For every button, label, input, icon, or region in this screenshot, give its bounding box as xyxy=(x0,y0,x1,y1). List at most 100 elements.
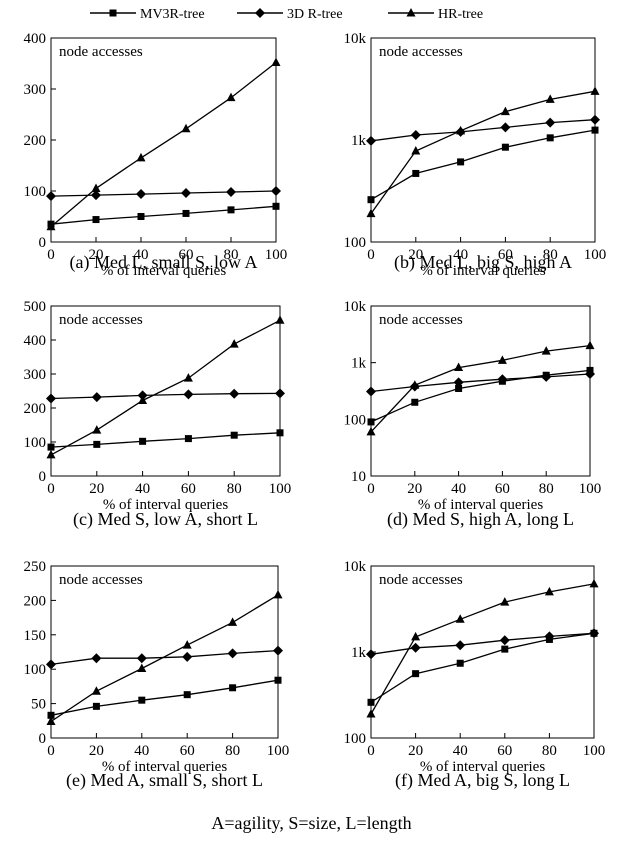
series-line-hr-tree xyxy=(370,583,595,715)
panel-inside-label: node accesses xyxy=(379,312,463,328)
x-tick-label: 80 xyxy=(227,481,242,497)
x-tick-label: 40 xyxy=(134,247,149,263)
legend-3d-r-tree-marker xyxy=(255,8,265,18)
data-point-hr-tree xyxy=(183,373,193,382)
data-point-hr-tree xyxy=(366,208,376,218)
y-tick-label: 200 xyxy=(24,401,47,417)
data-point-hr-tree xyxy=(410,380,420,389)
x-tick-label: 40 xyxy=(451,481,466,497)
panel-caption: (f) Med A, big S, long L xyxy=(395,770,570,791)
data-point-hr-tree xyxy=(226,92,236,102)
y-tick-label: 300 xyxy=(24,367,47,383)
data-point-3d-r-tree xyxy=(182,651,193,662)
series-line-3d-r-tree xyxy=(370,373,591,393)
data-point-3d-r-tree xyxy=(366,649,376,660)
data-point-3d-r-tree xyxy=(46,393,56,404)
data-point-hr-tree xyxy=(545,94,555,103)
x-tick-label: 80 xyxy=(542,743,557,759)
x-axis-title: % of interval queries xyxy=(102,759,228,775)
y-tick-label: 100 xyxy=(344,412,367,428)
data-point-3d-r-tree xyxy=(136,653,147,664)
data-point-3d-r-tree xyxy=(497,374,508,385)
x-axis-title: % of interval queries xyxy=(418,497,544,513)
panel-inside-label: node accesses xyxy=(379,44,463,60)
chart-c: 0 100 200 300 400 500 0 20 40 60 80 100 % of interva… xyxy=(24,299,292,530)
data-point-mv3r-tree xyxy=(139,437,147,445)
data-point-3d-r-tree xyxy=(541,371,552,382)
x-tick-label: 0 xyxy=(47,247,55,263)
data-point-3d-r-tree xyxy=(366,135,376,146)
chart-d: 10 100 1k 10k 0 20 40 60 80 100 % of interval quer… xyxy=(344,299,602,530)
x-tick-label: 60 xyxy=(498,247,513,263)
y-tick-label: 400 xyxy=(24,31,47,47)
data-point-3d-r-tree xyxy=(183,389,194,400)
data-point-mv3r-tree xyxy=(184,435,192,443)
data-point-mv3r-tree xyxy=(367,698,375,706)
data-point-mv3r-tree xyxy=(411,398,419,406)
series-line-hr-tree xyxy=(370,344,591,433)
series-line-mv3r-tree xyxy=(370,129,596,201)
figure-footer: A=agility, S=size, L=length xyxy=(211,813,411,833)
x-tick-label: 20 xyxy=(89,743,104,759)
series-line-mv3r-tree xyxy=(370,369,591,423)
x-tick-label: 0 xyxy=(367,247,375,263)
data-point-mv3r-tree xyxy=(229,684,237,692)
data-point-hr-tree xyxy=(590,86,600,95)
panel-caption: (b) Med L, big S, high A xyxy=(394,252,572,273)
data-point-mv3r-tree xyxy=(501,645,509,653)
x-tick-label: 100 xyxy=(267,743,290,759)
chart-e: 0 50 100 150 200 250 0 20 40 60 80 100 % of interval… xyxy=(24,559,290,791)
y-tick-label: 0 xyxy=(39,235,47,251)
series-line-3d-r-tree xyxy=(370,632,595,655)
plot-frame-e xyxy=(50,565,279,739)
x-tick-label: 60 xyxy=(495,481,510,497)
x-tick-label: 60 xyxy=(179,247,194,263)
data-point-hr-tree xyxy=(228,617,238,626)
data-point-hr-tree xyxy=(366,426,376,436)
data-point-3d-r-tree xyxy=(91,653,102,664)
series-line-3d-r-tree xyxy=(50,392,281,400)
data-point-hr-tree xyxy=(497,355,507,364)
y-tick-label: 1k xyxy=(351,356,367,372)
data-point-hr-tree xyxy=(138,395,148,405)
data-point-3d-r-tree xyxy=(500,122,511,133)
x-tick-label: 80 xyxy=(539,481,554,497)
data-point-3d-r-tree xyxy=(545,117,556,128)
panel-caption: (c) Med S, low A, short L xyxy=(73,509,258,530)
y-tick-label: 1k xyxy=(351,645,367,661)
data-point-3d-r-tree xyxy=(46,191,56,202)
y-tick-label: 10k xyxy=(344,559,367,575)
legend: MV3R-tree 3D R-tree HR-tree xyxy=(90,7,483,22)
series-line-hr-tree xyxy=(50,61,277,228)
data-point-3d-r-tree xyxy=(544,631,555,642)
y-tick-label: 300 xyxy=(24,82,47,98)
y-tick-label: 250 xyxy=(24,559,47,575)
data-point-hr-tree xyxy=(454,362,464,372)
x-tick-label: 0 xyxy=(367,481,375,497)
chart-f: 100 1k 10k 0 20 40 60 80 100 % of interval querie… xyxy=(344,559,606,791)
data-point-hr-tree xyxy=(500,106,510,116)
y-tick-label: 0 xyxy=(39,731,47,747)
data-point-mv3r-tree xyxy=(182,209,190,217)
data-point-hr-tree xyxy=(541,346,551,355)
data-point-mv3r-tree xyxy=(183,691,191,699)
data-point-hr-tree xyxy=(500,597,510,606)
panel-caption: (d) Med S, high A, long L xyxy=(387,509,574,530)
data-point-3d-r-tree xyxy=(91,190,101,201)
data-point-hr-tree xyxy=(589,578,599,588)
series-line-3d-r-tree xyxy=(370,119,596,142)
data-point-hr-tree xyxy=(411,631,421,641)
chart-a: 0 100 200 300 400 0 20 40 60 80 100 % of interval q… xyxy=(24,31,288,279)
y-tick-label: 50 xyxy=(31,697,46,713)
series-line-mv3r-tree xyxy=(370,632,595,703)
x-tick-label: 80 xyxy=(224,247,239,263)
data-point-3d-r-tree xyxy=(137,390,148,401)
x-tick-label: 40 xyxy=(135,481,150,497)
data-point-hr-tree xyxy=(366,709,376,718)
data-point-mv3r-tree xyxy=(227,206,235,214)
data-point-3d-r-tree xyxy=(589,628,599,639)
data-point-hr-tree xyxy=(275,315,285,324)
y-tick-label: 1k xyxy=(351,133,367,149)
data-point-mv3r-tree xyxy=(455,385,463,393)
